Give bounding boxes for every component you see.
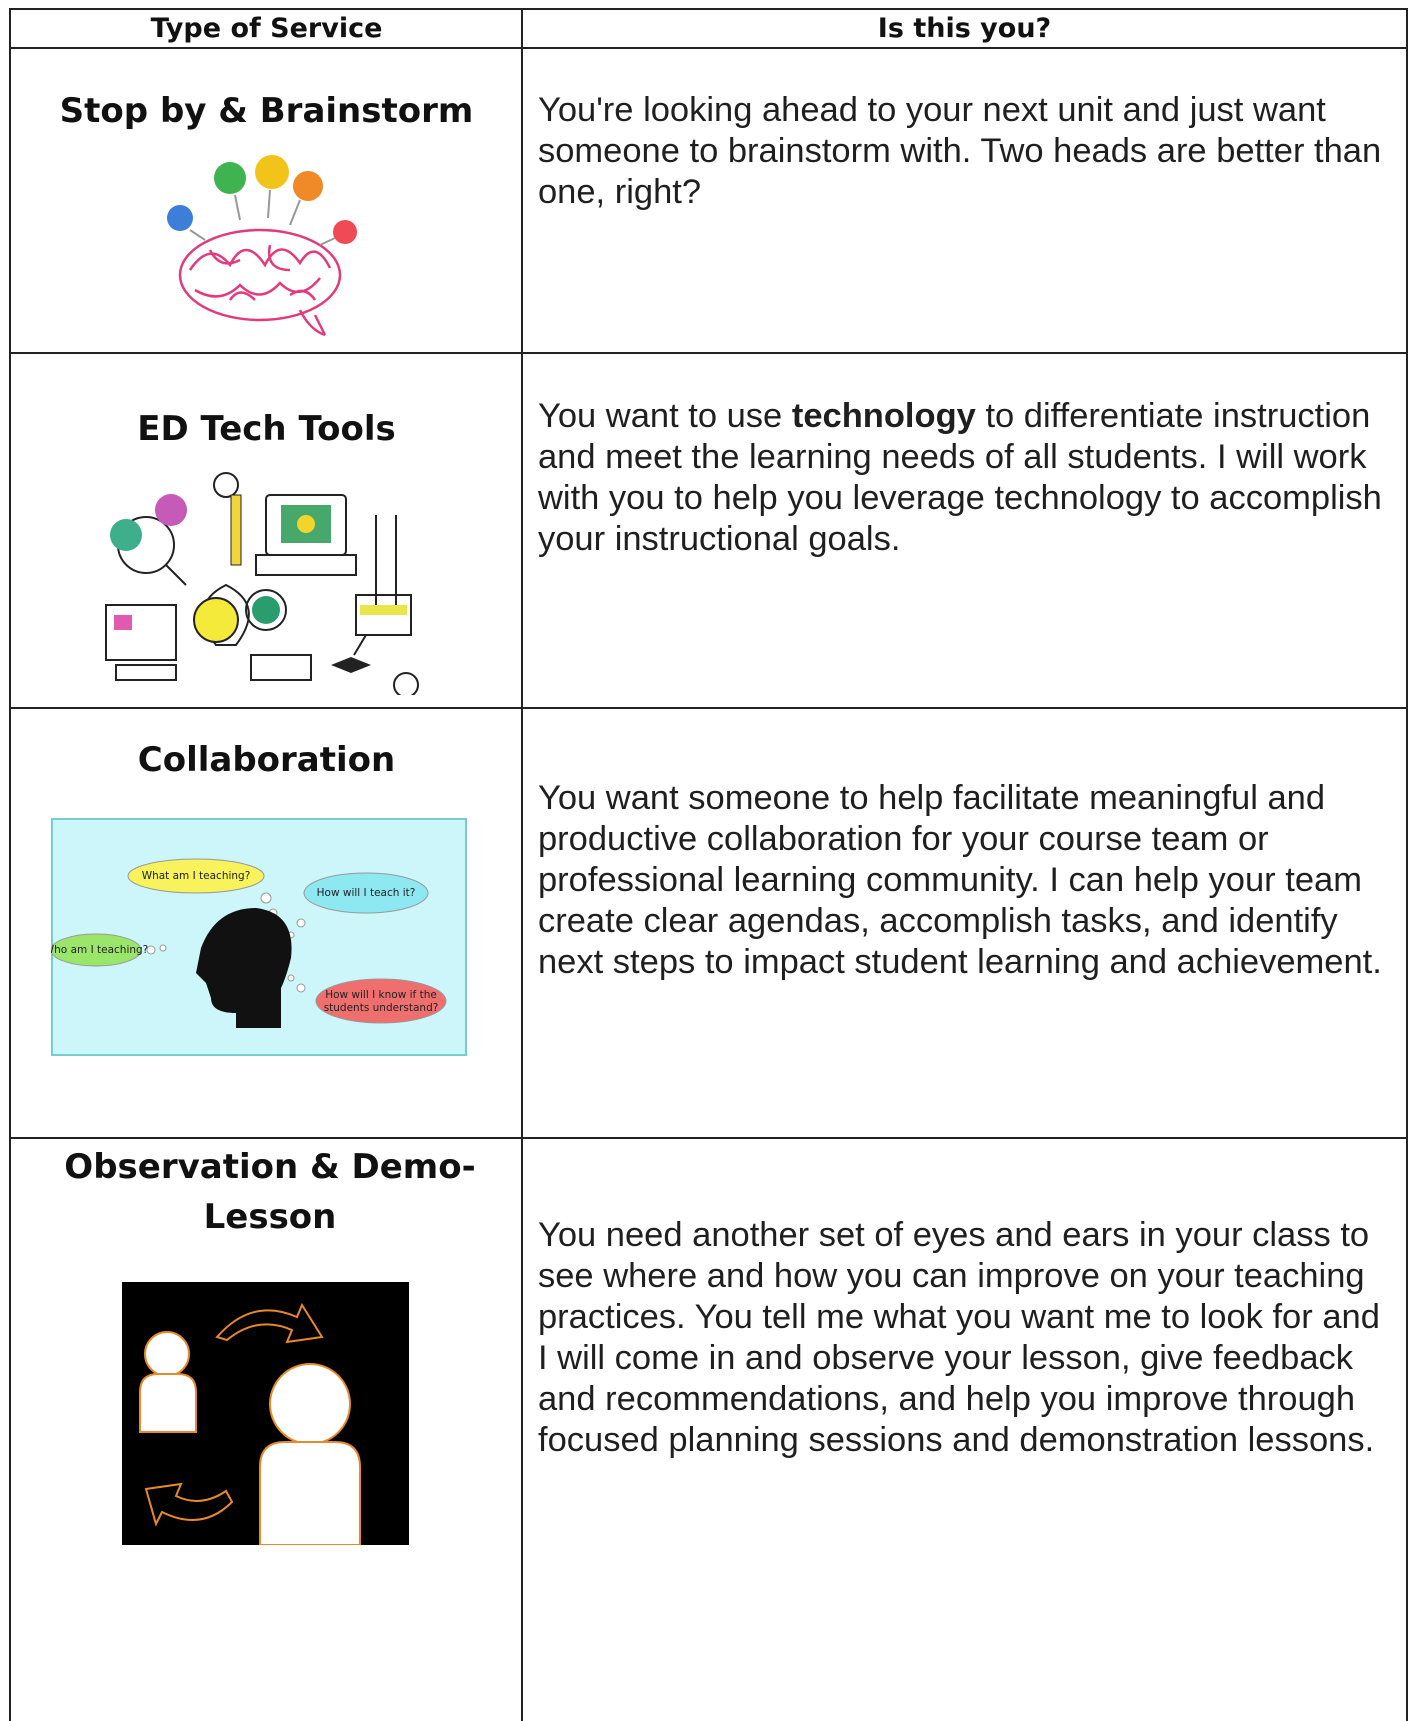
border bbox=[521, 8, 523, 1721]
border bbox=[9, 8, 11, 1721]
header-cell: Is this you? bbox=[877, 13, 1052, 44]
border bbox=[9, 8, 1408, 10]
bubble-text: How will I know if the bbox=[325, 989, 437, 1001]
service-description: You're looking ahead to your next unit a… bbox=[538, 91, 1382, 211]
bubble-text: What am I teaching? bbox=[142, 870, 251, 882]
service-title: Observation & Demo-Lesson bbox=[64, 1147, 476, 1237]
service-title: Stop by & Brainstorm bbox=[59, 91, 474, 131]
observation-image bbox=[122, 1282, 409, 1545]
service-title: Collaboration bbox=[137, 740, 396, 780]
border bbox=[9, 352, 1408, 354]
bubble-text: Who am I teaching? bbox=[51, 944, 148, 956]
service-title: ED Tech Tools bbox=[137, 409, 396, 449]
bubble-text: students understand? bbox=[324, 1002, 439, 1014]
bubble-text: How will I teach it? bbox=[317, 887, 416, 899]
service-description: You want to use technology to differenti… bbox=[538, 396, 1398, 560]
header-cell: Type of Service bbox=[150, 13, 383, 44]
text-run: You want to use bbox=[538, 397, 792, 435]
service-description: You need another set of eyes and ears in… bbox=[538, 1216, 1380, 1459]
brain-image bbox=[167, 155, 357, 337]
border bbox=[9, 1137, 1408, 1139]
border bbox=[9, 707, 1408, 709]
border bbox=[9, 47, 1408, 49]
text-run: to differentiate instruction and meet th… bbox=[538, 397, 1382, 558]
text-run: technology bbox=[791, 397, 976, 435]
collaboration-image: What am I teaching? How will I teach it?… bbox=[51, 818, 467, 1056]
service-description: You want someone to help facilitate mean… bbox=[538, 779, 1382, 981]
border bbox=[1406, 8, 1408, 1721]
tech-image bbox=[105, 472, 419, 695]
